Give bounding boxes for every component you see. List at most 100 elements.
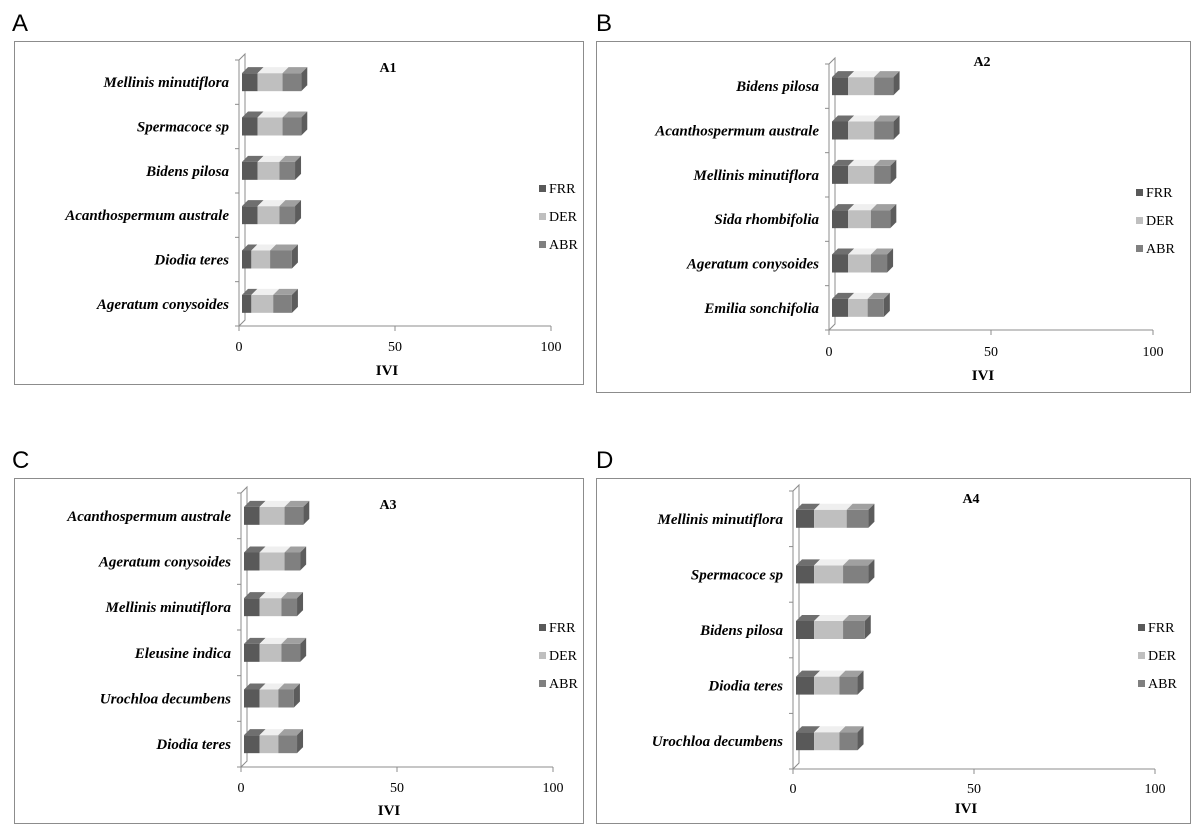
x-axis-label: IVI [376,363,399,379]
x-tick-label: 100 [1143,345,1164,360]
category-label: Emilia sonchifolia [703,301,819,317]
bar-der [814,565,844,584]
bar-top-der [257,111,289,118]
bar-top-der [848,115,881,122]
legend-swatch-frr [1138,624,1145,631]
category-label: Acanthospermum australe [654,124,819,140]
x-tick-label: 0 [826,345,833,360]
category-label: Ageratum conysoides [686,257,819,273]
bar-abr [867,298,884,317]
bar-abr [870,210,891,229]
bar-der [257,117,283,136]
bar-top-frr [242,200,264,207]
bar-der [814,676,840,695]
bar-der [251,294,274,313]
bar-top-abr [843,559,875,566]
x-axis-label: IVI [378,803,401,819]
panel-letter-d: D [596,447,614,474]
bar-top-der [259,637,288,644]
category-label: Bidens pilosa [735,79,819,95]
legend-swatch-abr [539,241,546,248]
bar-side [297,729,304,754]
category-label: Diodia teres [707,679,783,695]
bar-top-der [257,67,289,74]
bar-top-frr [244,683,266,690]
bar-top-abr [273,288,298,295]
bar-top-frr [242,244,258,251]
legend-swatch-frr [1136,189,1143,196]
bar-top-der [259,683,285,690]
bar-frr [832,254,849,273]
legend-swatch-der [1136,217,1143,224]
bar-top-frr [832,292,855,299]
bar-side [890,159,897,184]
bar-top-abr [284,500,310,507]
legend-label-frr: FRR [1148,621,1175,636]
bar-abr [284,552,301,571]
bar-der [257,206,280,225]
legend-label-abr: ABR [1146,242,1175,257]
bar-top-der [848,248,877,255]
bar-top-der [848,204,877,211]
bar-frr [832,121,849,140]
panel-letter-c: C [12,447,30,474]
bar-der [814,621,844,639]
chart-title: A4 [962,492,979,507]
bar-top-frr [242,288,258,295]
x-tick-label: 50 [984,345,998,360]
bar-top-abr [278,683,300,690]
bar-der [257,73,283,92]
bar-side [868,503,875,528]
chart-a2: 0 50 100 IVI A2 Bidens pilosa Acanthospermum a… [654,55,1175,384]
bar-side [291,288,298,313]
bar-abr [279,206,296,225]
bar-abr [270,250,292,269]
bar-top-der [814,726,846,733]
bar-abr [273,294,292,313]
category-label: Mellinis minutiflora [657,512,784,528]
bar-top-der [259,729,285,736]
legend-swatch-der [539,213,546,220]
category-label: Bidens pilosa [699,623,783,639]
bar-top-frr [832,204,855,211]
legend-label-der: DER [1148,649,1177,664]
bar-abr [843,621,865,639]
bar-frr [242,294,252,313]
category-label: Ageratum conysoides [98,555,231,571]
bar-der [814,732,840,751]
bar-top-frr [796,726,821,733]
bar-abr [843,565,869,584]
bar-der [848,210,871,229]
bar-top-der [814,559,850,566]
bar-abr [279,161,296,180]
x-tick-label: 50 [390,781,404,796]
bar-top-frr [244,729,266,736]
bar-top-abr [270,244,298,251]
category-label: Acanthospermum australe [64,208,229,224]
category-label: Eleusine indica [134,646,232,662]
bar-frr [244,643,260,662]
bar-top-abr [839,670,864,677]
bar-top-frr [796,670,821,677]
bar-der [848,121,875,140]
x-tick-label: 50 [388,340,402,355]
bar-top-abr [846,503,875,510]
category-label: Mellinis minutiflora [693,168,820,184]
bar-abr [284,506,304,525]
bar-side [295,155,302,180]
category-label: Spermacoce sp [691,567,784,583]
legend-swatch-abr [1138,680,1145,687]
x-tick-label: 50 [967,782,981,797]
bar-top-abr [281,637,307,644]
bar-top-abr [279,200,302,207]
category-label: Mellinis minutiflora [103,75,230,91]
bar-top-frr [796,503,821,510]
category-label: Urochloa decumbens [652,734,783,750]
category-label: Spermacoce sp [137,120,230,136]
bar-abr [874,165,891,184]
chart-title: A3 [379,498,396,513]
x-tick-label: 100 [543,781,564,796]
bar-abr [839,676,858,695]
bar-abr [874,77,894,96]
bar-abr [278,735,298,754]
